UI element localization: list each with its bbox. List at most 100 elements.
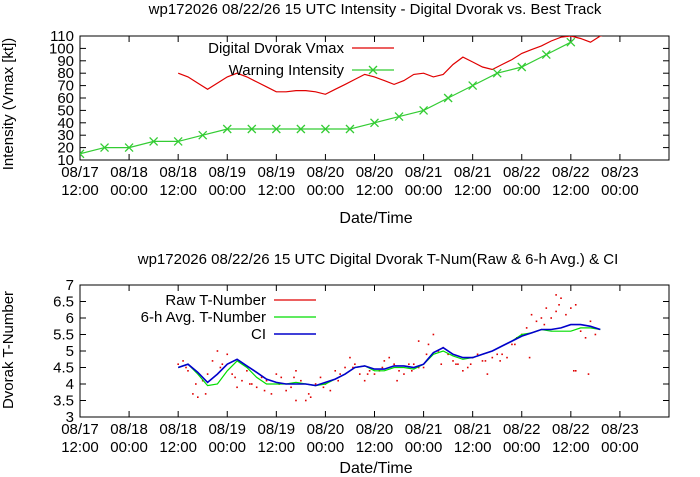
intensity-ytick-label: 20 [57, 140, 74, 157]
tnum-xtick-label: 00:00 [110, 439, 148, 456]
tnum-series-0-point [427, 343, 430, 346]
tnum-ytick-label: 5.5 [53, 327, 74, 344]
intensity-ytick-label: 90 [57, 53, 74, 70]
intensity-series-1-marker-stroke [149, 136, 159, 146]
tnum-series-0-point [455, 363, 457, 365]
intensity-ytick-label: 80 [57, 65, 74, 82]
intensity-ytick-label: 70 [57, 78, 74, 95]
tnum-series-0-point [466, 366, 469, 369]
tnum-series-0-point [275, 373, 278, 375]
intensity-xtick-label: 08/23 [601, 164, 639, 181]
tnum-series-0-point [368, 370, 371, 372]
intensity-series-1-marker [296, 124, 306, 134]
tnum-series-0-point [204, 393, 207, 395]
tnum-ytick-label: 6 [66, 310, 74, 327]
tnum-series-0-point [417, 340, 420, 342]
tnum-ytick-label: 4.5 [53, 360, 74, 377]
tnum-series-0-point [530, 313, 533, 316]
intensity-series-1-marker [124, 143, 134, 153]
tnum-series-0-point [300, 379, 302, 382]
tnum-series-0-point [469, 363, 472, 365]
tnum-series-0-point [344, 366, 346, 369]
intensity-xtick-label: 00:00 [307, 182, 345, 199]
intensity-series-1-marker-stroke [80, 149, 85, 155]
tnum-xtick-label: 12:00 [454, 439, 492, 456]
tnum-series-0-point [219, 366, 222, 369]
intensity-xtick-label: 08/19 [258, 164, 296, 181]
intensity-xtick-label: 08/20 [307, 164, 345, 181]
tnum-xtick-label: 08/21 [405, 421, 443, 438]
intensity-series-1-marker [80, 149, 85, 159]
tnum-series-group [177, 294, 601, 402]
intensity-chart-ylabel: Intensity (Vmax [kt]) [0, 38, 17, 171]
intensity-xtick-label: 08/19 [208, 164, 246, 181]
tnum-chart-title: wp172026 08/22/26 15 UTC Digital Dvorak … [137, 251, 619, 268]
tnum-series-0-point [304, 399, 307, 402]
tnum-series-0-point [452, 360, 454, 362]
intensity-series-1-marker-stroke [517, 62, 527, 72]
intensity-series-0-line [177, 36, 603, 95]
tnum-series-0-point [572, 370, 575, 372]
tnum-series-0-point [250, 383, 253, 385]
intensity-xtick-label: 08/17 [61, 164, 99, 181]
intensity-series-1-marker [345, 124, 355, 134]
tnum-series-0-point [579, 330, 582, 332]
tnum-series-0-point [293, 376, 295, 379]
intensity-series-1-marker-stroke [80, 152, 85, 159]
tnum-series-0-point [496, 353, 499, 356]
intensity-series-1-marker-stroke [492, 68, 502, 78]
intensity-xtick-label: 12:00 [552, 182, 590, 199]
intensity-series-1-marker [492, 68, 502, 78]
intensity-series-1-line [80, 41, 572, 155]
tnum-series-0-point [558, 304, 560, 306]
intensity-series-1-marker [566, 37, 576, 47]
tnum-series-0-point [322, 386, 325, 389]
intensity-series-1-marker-stroke [345, 124, 355, 134]
tnum-series-0-point [182, 360, 184, 362]
tnum-series-0-legend-label: Raw T-Number [165, 292, 266, 309]
intensity-series-1-marker [222, 124, 232, 134]
tnum-plot: 33.544.555.566.5708/1712:0008/1800:0008/… [53, 277, 670, 456]
tnum-series-0-point [432, 333, 435, 336]
intensity-series-1-marker-stroke [198, 130, 208, 140]
tnum-xtick-label: 08/22 [503, 421, 541, 438]
tnum-series-0-point [462, 370, 464, 372]
tnum-series-0-point [241, 379, 243, 382]
tnum-series-0-point [270, 393, 273, 395]
intensity-ytick-label: 30 [57, 127, 74, 144]
tnum-series-0-point [187, 370, 189, 372]
intensity-series-1-marker-stroke [124, 143, 134, 153]
tnum-xtick-label: 08/21 [454, 421, 492, 438]
tnum-series-0-point [570, 307, 572, 309]
tnum-xtick-label: 08/17 [61, 421, 99, 438]
intensity-series-0-legend-label: Digital Dvorak Vmax [208, 40, 344, 57]
intensity-series-1-legend-label: Warning Intensity [229, 62, 345, 79]
tnum-series-0-point [506, 356, 508, 359]
tnum-series-0-point [255, 386, 258, 389]
intensity-ytick-label: 110 [50, 28, 74, 45]
tnum-series-0-point [543, 323, 546, 326]
tnum-series-0-point [511, 343, 513, 346]
tnum-series-0-point [388, 356, 391, 359]
intensity-xtick-label: 00:00 [601, 182, 639, 199]
intensity-series-1-marker-stroke [320, 124, 330, 134]
intensity-xtick-label: 12:00 [454, 182, 492, 199]
tnum-series-0-point [486, 373, 489, 375]
tnum-series-0-point [457, 363, 459, 365]
intensity-series-1-marker-stroke [370, 118, 379, 128]
tnum-series-0-point [514, 343, 516, 346]
tnum-series-0-point [319, 376, 322, 379]
tnum-chart-xlabel: Date/Time [339, 460, 412, 477]
intensity-series-1-marker-stroke [100, 143, 110, 153]
tnum-series-0-point [417, 366, 420, 369]
tnum-series-0-point [425, 353, 428, 356]
tnum-xtick-label: 08/23 [601, 421, 639, 438]
tnum-xtick-label: 12:00 [356, 439, 394, 456]
tnum-ytick-label: 6.5 [53, 294, 74, 311]
tnum-chart-ylabel: Dvorak T-Number [0, 291, 17, 409]
tnum-series-0-point [550, 317, 552, 319]
tnum-series-0-point [584, 337, 587, 339]
tnum-xtick-label: 12:00 [61, 439, 99, 456]
intensity-series-1-marker-stroke [419, 105, 429, 115]
